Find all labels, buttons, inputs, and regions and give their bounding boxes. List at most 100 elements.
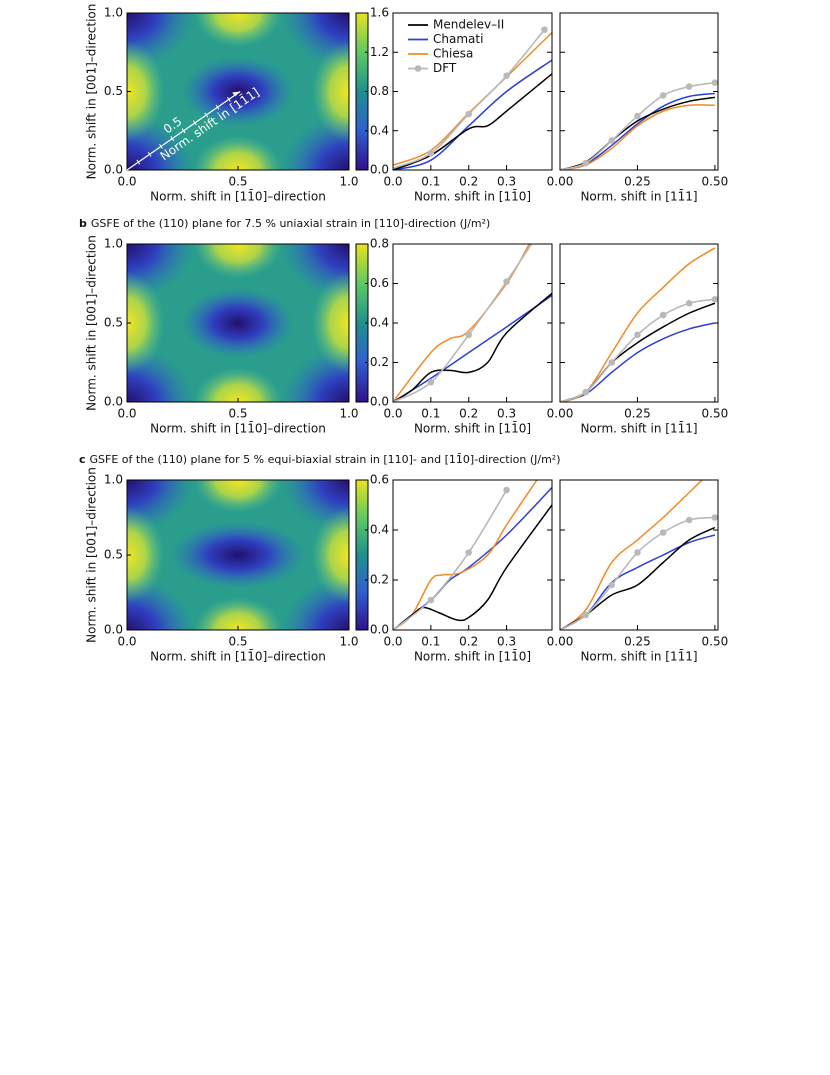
series-line xyxy=(560,96,716,170)
x-tick-label: 1.0 xyxy=(339,175,358,189)
annotation-tick xyxy=(159,143,163,149)
dft-point xyxy=(685,83,693,90)
x-tick-label: 0.25 xyxy=(624,635,651,649)
series-line xyxy=(393,486,552,630)
legend-label: Chiesa xyxy=(433,47,473,61)
x-tick-label: 0.3 xyxy=(497,635,516,649)
y-tick-label: 0.0 xyxy=(104,623,123,637)
annotation-tick xyxy=(147,151,152,157)
dft-point xyxy=(711,296,718,303)
dft-point xyxy=(427,150,435,157)
x-axis-label: Norm. shift in [11̄0] xyxy=(414,421,531,435)
series-group xyxy=(393,221,552,402)
x-tick-label: 0.5 xyxy=(228,407,247,421)
annotation-tick xyxy=(226,96,231,102)
y-tick-label: 0.4 xyxy=(370,123,389,137)
y-tick-label: 0.5 xyxy=(104,84,123,98)
x-axis-label: Norm. shift in [11̄1] xyxy=(580,649,697,663)
series-line xyxy=(393,244,530,402)
panel-label: b xyxy=(79,217,87,230)
heatmap-low xyxy=(182,288,294,358)
heatmap xyxy=(127,244,349,402)
dft-point xyxy=(685,299,693,307)
arrow-head xyxy=(232,91,241,97)
panel-label: c xyxy=(79,453,86,466)
x-axis-label: Norm. shift in [11̄1] xyxy=(580,421,697,435)
legend-label: Chamati xyxy=(433,32,483,46)
chart-frame xyxy=(559,243,719,403)
dft-point xyxy=(582,388,590,396)
heatmap-high xyxy=(193,244,283,279)
x-axis-label: Norm. shift in [11̄0]–direction xyxy=(150,421,326,435)
series-line xyxy=(393,73,552,170)
heatmap-high xyxy=(311,41,349,142)
chart-frame xyxy=(392,479,553,631)
series-line xyxy=(393,480,538,630)
x-tick-label: 0.2 xyxy=(459,635,478,649)
series-line xyxy=(393,294,552,402)
y-tick-label: 1.0 xyxy=(104,473,123,487)
panel-title: b GSFE of the (110) plane for 7.5 % uniax… xyxy=(79,217,490,230)
y-tick-label: 1.0 xyxy=(104,237,123,251)
x-tick-label: 0.5 xyxy=(228,175,247,189)
x-tick-label: 0.50 xyxy=(702,635,729,649)
series-line xyxy=(560,480,704,630)
heatmap-high xyxy=(127,507,165,603)
dft-point xyxy=(541,221,548,228)
dft-point xyxy=(465,549,473,556)
x-tick-label: 0.50 xyxy=(702,175,729,189)
y-tick-label: 0.6 xyxy=(370,276,389,290)
x-tick-label: 0.5 xyxy=(228,635,247,649)
y-tick-label: 0.0 xyxy=(104,163,123,177)
y-tick-label: 0.0 xyxy=(370,395,389,409)
y-axis-label: Norm. shift in [001]–direction xyxy=(85,467,99,643)
x-tick-label: 0.0 xyxy=(117,407,136,421)
y-tick-label: 0.5 xyxy=(104,316,123,330)
y-tick-label: 0.0 xyxy=(370,163,389,177)
x-tick-label: 1.0 xyxy=(339,635,358,649)
x-tick-label: 0.1 xyxy=(421,635,440,649)
legend-marker xyxy=(414,65,422,72)
annotation-tick xyxy=(170,136,175,142)
y-tick-label: 1.2 xyxy=(370,45,389,59)
panel-title-text: GSFE of the (110) plane for 7.5 % uniaxi… xyxy=(91,217,490,230)
dft-point xyxy=(634,112,641,120)
y-tick-label: 0.8 xyxy=(370,237,389,251)
legend-label: Mendelev–II xyxy=(433,18,504,32)
x-tick-label: 0.00 xyxy=(547,175,574,189)
heatmap-high xyxy=(311,507,349,603)
dft-point xyxy=(685,516,693,524)
chart-frame xyxy=(559,479,719,631)
dft-point xyxy=(503,278,510,285)
dft-point xyxy=(659,92,667,99)
annotation-tick xyxy=(193,120,197,126)
x-tick-label: 0.25 xyxy=(624,175,651,189)
y-tick-label: 0.2 xyxy=(370,355,389,369)
dft-point xyxy=(634,549,641,556)
heatmap xyxy=(127,480,349,630)
series-group xyxy=(393,26,552,170)
heatmap-low xyxy=(171,522,305,588)
y-tick-label: 0.0 xyxy=(104,395,123,409)
dft-point xyxy=(608,359,616,366)
y-tick-label: 0.5 xyxy=(104,548,123,562)
dft-point xyxy=(634,331,641,339)
heatmap xyxy=(127,13,349,170)
legend-label: DFT xyxy=(433,61,457,75)
heatmap-high xyxy=(193,480,283,513)
series-group xyxy=(393,480,552,630)
y-tick-label: 0.4 xyxy=(370,316,389,330)
panel-title-text: GSFE of the (110) plane for 5 % equi-bia… xyxy=(90,453,561,466)
x-tick-label: 0.0 xyxy=(383,407,402,421)
dft-point xyxy=(427,378,435,386)
y-tick-label: 0.2 xyxy=(370,573,389,587)
x-axis-label: Norm. shift in [11̄0] xyxy=(414,189,531,203)
x-tick-label: 0.3 xyxy=(497,175,516,189)
series-line xyxy=(560,298,716,402)
x-axis-label: Norm. shift in [11̄0]–direction xyxy=(150,189,326,203)
series-group xyxy=(560,247,718,402)
y-tick-label: 1.6 xyxy=(370,6,389,20)
y-tick-label: 0.4 xyxy=(370,523,389,537)
x-tick-label: 0.0 xyxy=(117,635,136,649)
